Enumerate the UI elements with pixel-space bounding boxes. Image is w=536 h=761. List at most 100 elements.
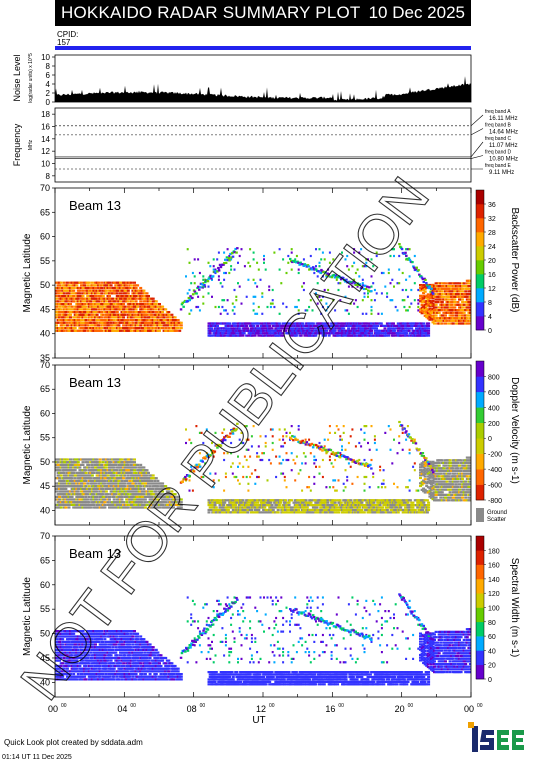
heatmap-cell <box>147 471 150 474</box>
heatmap-cell <box>101 313 105 316</box>
heatmap-cell <box>109 493 113 496</box>
heatmap-cell <box>76 487 80 490</box>
heatmap-cell <box>97 284 101 287</box>
heatmap-cell <box>58 458 62 461</box>
heatmap-cell <box>161 482 165 485</box>
heatmap-cell <box>109 469 113 472</box>
heatmap-cell <box>67 506 71 509</box>
heatmap-cell <box>76 286 80 290</box>
heatmap-cell <box>84 479 88 482</box>
heatmap-cell <box>353 248 356 251</box>
heatmap-cell <box>337 334 341 337</box>
heatmap-cell <box>170 313 174 316</box>
heatmap-cell <box>433 493 436 496</box>
heatmap-cell <box>222 332 226 335</box>
heatmap-cell <box>450 317 454 320</box>
heatmap-cell <box>120 286 124 290</box>
heatmap-cell <box>100 329 104 332</box>
heatmap-cell <box>294 508 298 512</box>
heatmap-cell <box>285 271 288 275</box>
heatmap-cell <box>129 284 133 287</box>
heatmap-cell <box>393 324 397 327</box>
heatmap-cell <box>115 506 119 509</box>
heatmap-cell <box>456 469 460 472</box>
heatmap-cell <box>317 504 321 507</box>
heatmap-cell <box>133 471 136 474</box>
heatmap-cell <box>355 283 359 286</box>
heatmap-cell <box>253 501 257 504</box>
heatmap-cell <box>139 482 143 485</box>
heatmap-cell <box>456 499 460 502</box>
heatmap-cell <box>117 300 121 303</box>
heatmap-cell <box>86 506 90 509</box>
heatmap-cell <box>429 462 433 465</box>
heatmap-cell <box>143 300 147 303</box>
heatmap-cell <box>464 319 468 322</box>
heatmap-cell <box>263 501 267 504</box>
heatmap-cell <box>313 329 317 332</box>
heatmap-cell <box>440 477 444 480</box>
heatmap-cell <box>148 327 152 330</box>
beam-label: Beam 13 <box>69 198 121 213</box>
heatmap-cell <box>467 485 471 488</box>
heatmap-cell <box>112 308 116 311</box>
heatmap-cell <box>453 493 457 496</box>
heatmap-cell <box>73 474 77 477</box>
heatmap-cell <box>97 327 101 330</box>
heatmap-cell <box>158 303 161 306</box>
heatmap-cell <box>78 474 82 477</box>
heatmap-cell <box>61 463 65 466</box>
heatmap-cell <box>370 332 374 335</box>
heatmap-cell <box>89 458 93 461</box>
heatmap-cell <box>65 466 69 469</box>
heatmap-cell <box>378 329 382 332</box>
heatmap-cell <box>419 308 422 311</box>
heatmap-cell <box>309 332 313 335</box>
heatmap-cell <box>156 316 160 319</box>
heatmap-cell <box>437 488 441 491</box>
heatmap-cell <box>97 286 101 290</box>
heatmap-cell <box>428 468 432 471</box>
heatmap-cell <box>175 503 179 506</box>
heatmap-cell <box>69 308 72 311</box>
heatmap-cell <box>464 483 468 486</box>
heatmap-cell <box>133 466 136 469</box>
heatmap-cell <box>461 295 465 298</box>
heatmap-cell <box>120 506 124 509</box>
heatmap-cell <box>434 295 438 298</box>
heatmap-cell <box>84 311 88 314</box>
heatmap-cell <box>133 477 136 480</box>
heatmap-cell <box>73 477 77 480</box>
heatmap-cell <box>437 290 441 293</box>
heatmap-cell <box>80 281 83 284</box>
heatmap-cell <box>167 493 171 496</box>
heatmap-cell <box>456 475 460 478</box>
heatmap-cell <box>104 292 108 295</box>
heatmap-cell <box>442 485 446 488</box>
heatmap-cell <box>70 498 74 501</box>
heatmap-cell <box>125 503 129 506</box>
heatmap-cell <box>55 458 58 461</box>
colorbar-swatch <box>476 218 484 233</box>
heatmap-cell <box>120 495 124 498</box>
heatmap-cell <box>136 303 140 306</box>
heatmap-cell <box>450 477 454 480</box>
heatmap-cell <box>100 295 104 298</box>
heatmap-cell <box>61 477 65 480</box>
heatmap-cell <box>92 311 96 314</box>
heatmap-cell <box>69 471 72 474</box>
heatmap-cell <box>78 321 82 324</box>
heatmap-cell <box>422 300 426 303</box>
heatmap-cell <box>84 292 88 295</box>
heatmap-cell <box>131 506 135 509</box>
heatmap-cell <box>136 316 140 319</box>
heatmap-cell <box>109 490 113 493</box>
heatmap-cell <box>296 332 300 335</box>
heatmap-cell <box>445 477 449 480</box>
heatmap-cell <box>86 289 90 292</box>
heatmap-cell <box>153 479 157 482</box>
heatmap-cell <box>109 327 113 330</box>
heatmap-cell <box>86 308 90 311</box>
heatmap-cell <box>381 332 384 335</box>
heatmap-cell <box>108 303 111 306</box>
